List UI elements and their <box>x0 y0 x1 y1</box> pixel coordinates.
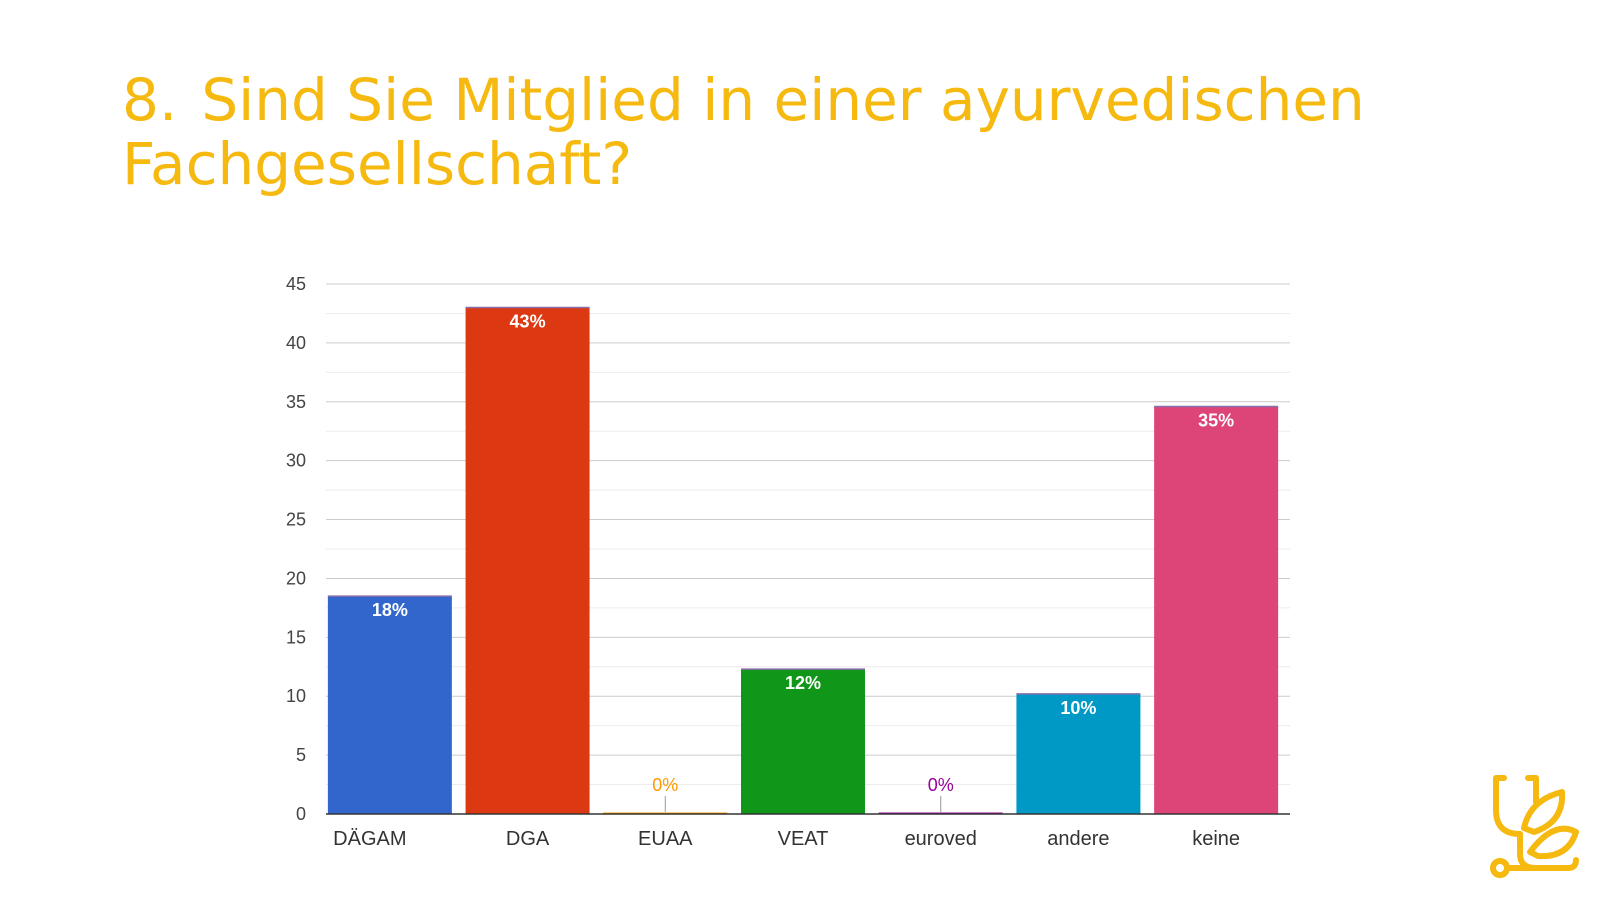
data-label: 12% <box>785 673 821 693</box>
x-tick-label: andere <box>1047 828 1109 850</box>
x-tick-label: VEAT <box>778 828 829 850</box>
data-label: 35% <box>1198 410 1234 430</box>
y-tick-label: 20 <box>286 568 306 588</box>
bar <box>328 596 452 814</box>
data-label: 10% <box>1060 698 1096 718</box>
y-tick-label: 10 <box>286 686 306 706</box>
y-tick-label: 15 <box>286 627 306 647</box>
bar <box>466 308 590 814</box>
x-tick-label: keine <box>1192 828 1240 850</box>
x-tick-label: DÄGAM <box>333 828 406 850</box>
y-tick-label: 40 <box>286 333 306 353</box>
bar-chart: 0 5 10 15 20 25 30 35 40 45 18% DÄGAM 43% DGA 0% EUAA 12… <box>0 0 1600 900</box>
y-tick-label: 5 <box>296 745 306 765</box>
x-tick-label: DGA <box>506 828 550 850</box>
x-tick-label: EUAA <box>638 828 693 850</box>
stethoscope-leaf-icon <box>1490 772 1580 882</box>
y-tick-label: 45 <box>286 274 306 294</box>
y-tick-label: 25 <box>286 510 306 530</box>
x-tick-label: euroved <box>905 828 977 850</box>
data-label: 18% <box>372 600 408 620</box>
y-tick-label: 30 <box>286 451 306 471</box>
data-label: 0% <box>652 775 678 795</box>
data-label: 43% <box>510 312 546 332</box>
y-tick-label: 0 <box>296 804 306 824</box>
bar <box>1154 406 1278 814</box>
data-label: 0% <box>928 775 954 795</box>
y-tick-label: 35 <box>286 392 306 412</box>
